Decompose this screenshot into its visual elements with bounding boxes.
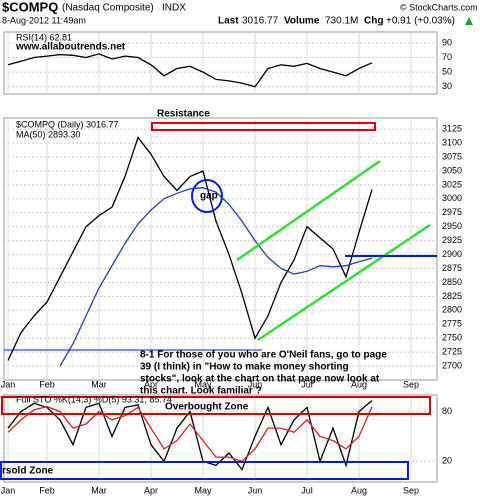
note: 8-1 For those of you who are O'Neil fans… [140, 350, 387, 397]
y-tick-label: 2825 [442, 291, 462, 301]
date: 8-Aug-2012 11:49am [2, 15, 86, 25]
y-tick-label: 2900 [442, 249, 462, 259]
symbol: $COMPQ [2, 0, 58, 14]
x-tick-label: Jan [1, 485, 16, 495]
y-tick-label: 70 [442, 52, 452, 62]
index-name: (Nasdaq Composite) [62, 3, 154, 14]
y-tick-label: 2750 [442, 333, 462, 343]
last: 3016.77 [242, 16, 279, 27]
y-tick-label: 2725 [442, 347, 462, 357]
x-tick-label: Aug [351, 485, 367, 495]
volume: 730.1M [325, 16, 358, 27]
y-tick-label: 3000 [442, 193, 462, 203]
y-tick-label: 2950 [442, 221, 462, 231]
gap-ellipse [191, 179, 223, 213]
y-tick-label: 2850 [442, 277, 462, 287]
y-tick-label: 2800 [442, 305, 462, 315]
price-legend: $COMPQ (Daily) 3016.77 [16, 119, 119, 129]
y-tick-label: 3125 [442, 124, 462, 134]
up-arrow [465, 17, 473, 25]
x-tick-label: Mar [91, 485, 107, 495]
x-tick-label: Jul [301, 485, 313, 495]
y-tick-label: 80 [442, 406, 452, 416]
last-label: Last [218, 16, 239, 27]
rsi-legend: RSI(14) 62.81 [16, 32, 72, 42]
chg-label: Chg [364, 16, 383, 27]
y-tick-label: 2925 [442, 235, 462, 245]
y-tick-label: 2775 [442, 319, 462, 329]
y-tick-label: 20 [442, 456, 452, 466]
x-tick-label: Sep [403, 379, 419, 389]
resistance-label: Resistance [157, 109, 210, 120]
gap-label: gap [200, 191, 218, 202]
chg: +0.91 (+0.03%) [386, 16, 455, 27]
resistance-box [151, 122, 376, 131]
oversold-label: rsold Zone [2, 466, 54, 477]
y-tick-label: 30 [442, 81, 452, 91]
website: www.allaboutrends.net [15, 42, 126, 53]
overbought-label: Overbought Zone [165, 402, 249, 413]
note-line: stocks", look at the chart on that page … [140, 374, 380, 385]
y-tick-label: 3025 [442, 179, 462, 189]
x-tick-label: May [194, 485, 212, 495]
plots: 3050709027002725275027752800282528502875… [1, 32, 462, 495]
x-tick-label: Apr [144, 485, 158, 495]
x-tick-label: Jan [1, 379, 16, 389]
stoch-frame [3, 394, 438, 483]
overbought-box [1, 396, 431, 415]
note-line: 39 (I think) in "How to make money short… [140, 362, 349, 373]
series-line [7, 136, 373, 361]
x-tick-label: Jun [248, 379, 263, 389]
x-tick-label: Sep [403, 485, 419, 495]
channel-lower [257, 223, 431, 342]
series-line [59, 187, 373, 367]
series-line [7, 405, 373, 463]
y-tick-label: 3100 [442, 137, 462, 147]
x-tick-label: Jul [301, 379, 313, 389]
oversold-box [0, 461, 409, 480]
series-line [7, 53, 373, 88]
price-frame [3, 117, 438, 381]
channel-upper [236, 159, 381, 262]
y-tick-label: 2975 [442, 207, 462, 217]
stoch-title: Full STO %K(14,3) %D(5) 93.31, 85.74 [16, 394, 172, 404]
x-tick-label: Mar [91, 379, 107, 389]
exchange: INDX [162, 3, 186, 14]
volume-label: Volume [284, 16, 320, 27]
y-tick-label: 90 [442, 37, 452, 47]
y-tick-label: 50 [442, 66, 452, 76]
y-tick-label: 2875 [442, 263, 462, 273]
x-tick-label: Jun [248, 485, 263, 495]
note-line: 8-1 For those of you who are O'Neil fans… [140, 350, 387, 361]
x-tick-label: Feb [39, 485, 55, 495]
x-tick-label: Apr [144, 379, 158, 389]
x-tick-label: Aug [351, 379, 367, 389]
y-tick-label: 3050 [442, 165, 462, 175]
y-tick-label: 3075 [442, 151, 462, 161]
rsi-frame [3, 31, 438, 95]
copyright: © StockCharts.com [400, 2, 478, 12]
x-tick-label: Feb [39, 379, 55, 389]
ma-legend: MA(50) 2893.30 [16, 129, 81, 139]
y-tick-label: 2700 [442, 360, 462, 370]
note-line: this chart. Look familiar ? [140, 386, 262, 397]
x-tick-label: May [194, 379, 212, 389]
